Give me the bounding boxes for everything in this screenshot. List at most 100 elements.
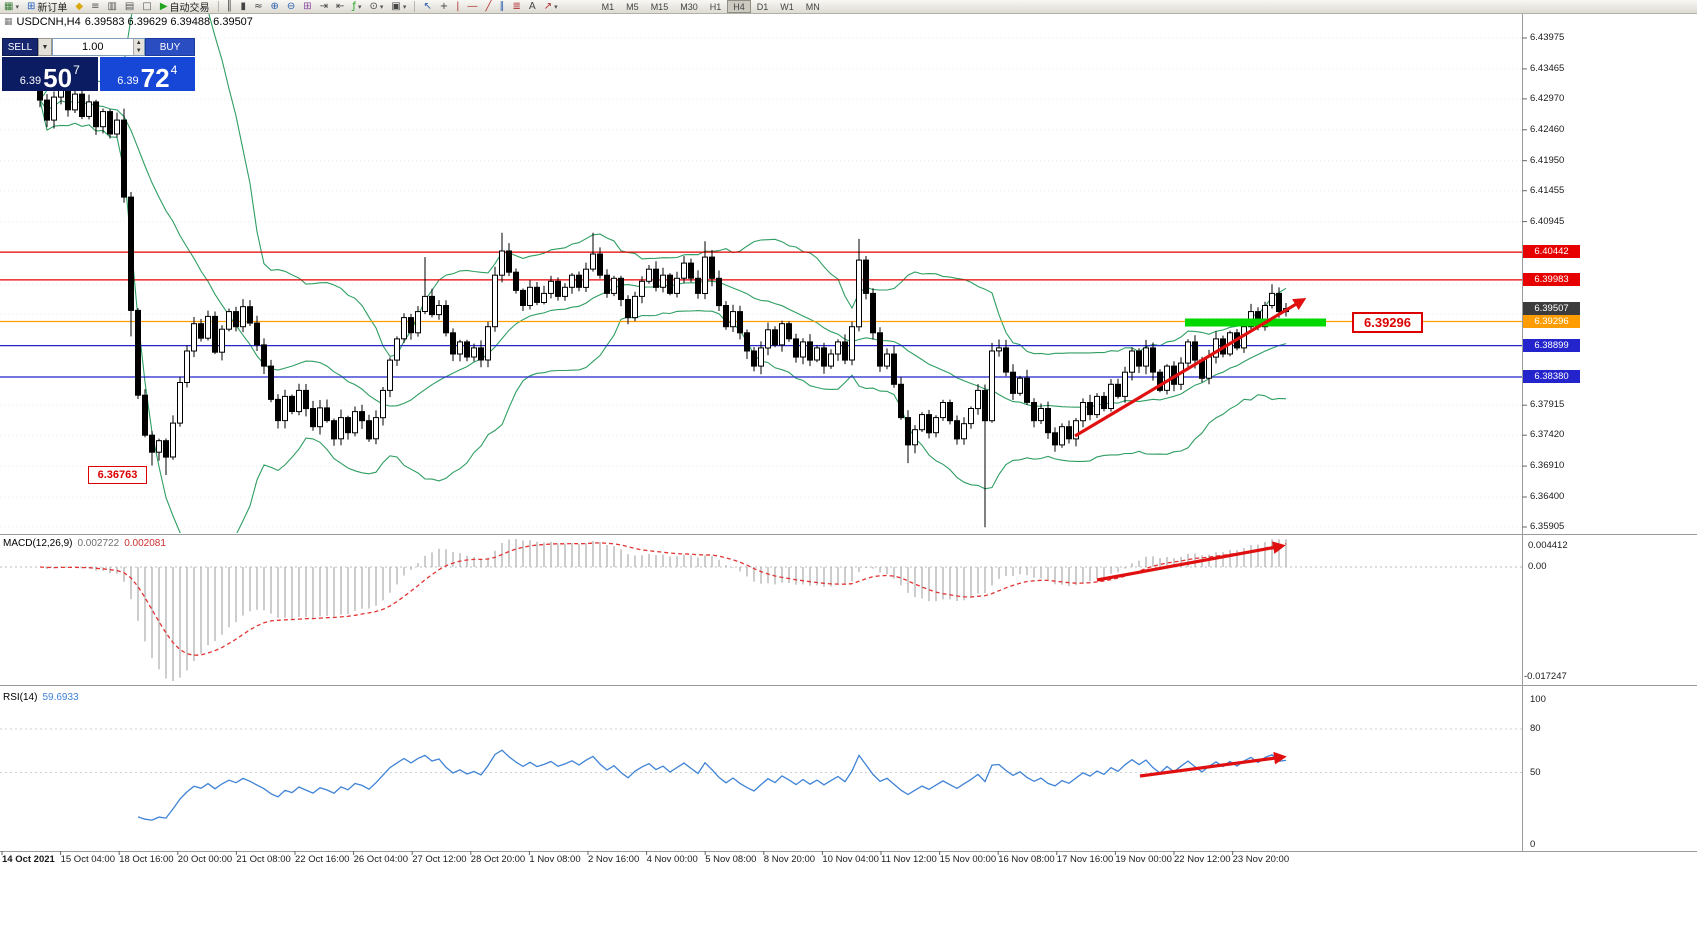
candle-body — [177, 382, 183, 424]
candle-body — [1157, 371, 1163, 391]
new-chart-button[interactable]: ▦ ▾ — [1, 0, 22, 13]
timeframe-m15-button[interactable]: M15 — [650, 2, 669, 12]
data-window-button[interactable]: ▥ — [104, 0, 119, 13]
candle-body — [646, 268, 652, 282]
candle-body — [436, 305, 442, 316]
fibonacci-tool-button[interactable]: ≣ — [510, 0, 524, 13]
volume-input[interactable] — [53, 39, 133, 55]
candle-body — [373, 417, 379, 440]
sell-price-panel[interactable]: 6.39 50 7 — [2, 57, 98, 91]
trendline-tool-button[interactable]: ╱ — [482, 0, 494, 13]
candle-body — [856, 259, 862, 328]
candle-body — [835, 341, 841, 355]
terminal-icon: □ — [142, 1, 152, 12]
sell-options-dropdown[interactable]: ▼ — [38, 38, 52, 56]
price-annotation-box[interactable]: 6.39296 — [1352, 312, 1423, 333]
candle-body — [107, 111, 113, 135]
indicators-button[interactable]: ƒ ▾ — [349, 0, 364, 13]
zoom-out-button[interactable]: ⊖ — [284, 0, 298, 13]
timeframe-d1-button[interactable]: D1 — [756, 2, 769, 12]
sell-price-base: 6.39 — [19, 75, 42, 87]
trend-arrow[interactable] — [1096, 541, 1286, 582]
candle-body — [674, 277, 680, 294]
auto-scroll-button[interactable]: ⇥ — [317, 0, 331, 13]
candle-body — [968, 408, 974, 425]
new-chart-button-dropdown[interactable]: ▾ — [15, 3, 19, 11]
templates-button[interactable]: ▣ ▾ — [388, 0, 409, 13]
price-annotation-box[interactable]: 6.36763 — [88, 466, 147, 484]
chart-canvas[interactable] — [0, 14, 1697, 937]
candle-body — [744, 332, 750, 352]
line-chart-mode-button[interactable]: ≈ — [251, 0, 265, 13]
candle-body — [590, 253, 596, 270]
data-window-icon: ▥ — [107, 1, 117, 12]
candle-body — [898, 383, 904, 419]
candle-body — [212, 315, 218, 353]
arrows-tool-button[interactable]: ↗ ▾ — [541, 0, 561, 13]
templates-button-dropdown[interactable]: ▾ — [402, 3, 407, 11]
vertical-line-tool-button[interactable]: | — [453, 0, 462, 13]
candle-body — [457, 341, 463, 355]
text-tool-icon: A — [528, 1, 536, 12]
candle-body — [254, 322, 260, 346]
volume-spin-up-icon[interactable]: ▲ — [133, 39, 144, 47]
candle-body — [1129, 350, 1135, 373]
candle-body — [268, 365, 274, 400]
candle-body — [135, 309, 141, 396]
horizontal-line-tool-button[interactable]: ― — [464, 0, 480, 13]
zoom-in-button[interactable]: ⊕ — [267, 0, 281, 13]
volume-spinner[interactable]: ▲ ▼ — [132, 39, 144, 55]
chart-shift-button[interactable]: ⇤ — [333, 0, 347, 13]
timeframe-h4-button[interactable]: H4 — [727, 0, 751, 13]
candle-body — [954, 420, 960, 440]
periods-button[interactable]: ⊙ ▾ — [366, 0, 386, 13]
periods-button-dropdown[interactable]: ▾ — [379, 3, 384, 11]
timeframe-w1-button[interactable]: W1 — [780, 2, 794, 12]
trend-arrow[interactable] — [1074, 298, 1307, 438]
buy-price-pips: 72 — [140, 63, 170, 93]
candle-body — [1024, 377, 1030, 403]
text-tool-button[interactable]: A — [526, 0, 539, 13]
autotrading-button[interactable]: ▶ 自动交易 — [157, 0, 213, 14]
candle-body — [870, 292, 876, 334]
candle-body — [149, 434, 155, 453]
candle-body — [51, 96, 57, 121]
timeframe-mn-button[interactable]: MN — [805, 2, 820, 12]
metaeditor-button[interactable]: ◆ — [72, 0, 86, 13]
candle-body — [44, 99, 50, 121]
candlestick-mode-button[interactable]: ▮ — [238, 0, 250, 13]
macd-histogram — [46, 539, 1287, 681]
channel-tool-button[interactable]: ∥ — [497, 0, 508, 13]
crosshair-tool-button[interactable]: + — [437, 0, 451, 13]
trend-arrow[interactable] — [1139, 751, 1287, 778]
timeframe-m30-button[interactable]: M30 — [680, 2, 698, 12]
candle-body — [940, 402, 946, 419]
sell-price-point: 7 — [73, 63, 80, 77]
candle-body — [926, 414, 932, 434]
buy-price-panel[interactable]: 6.39 72 4 — [99, 57, 195, 93]
terminal-button[interactable]: □ — [139, 0, 154, 13]
candle-body — [163, 440, 169, 458]
bar-chart-mode-button[interactable]: ║ — [224, 0, 236, 13]
navigator-button[interactable]: ▤ — [122, 0, 137, 13]
candle-body — [982, 389, 988, 422]
candle-body — [660, 274, 666, 288]
candle-body — [779, 323, 785, 346]
new-order-button[interactable]: ⊞ 新订单 — [24, 0, 70, 14]
tile-windows-button[interactable]: ⊞ — [300, 0, 314, 13]
buy-button[interactable]: BUY — [145, 38, 195, 56]
candle-body — [366, 420, 372, 440]
volume-spin-down-icon[interactable]: ▼ — [133, 47, 144, 55]
timeframe-m5-button[interactable]: M5 — [626, 2, 639, 12]
cursor-tool-button[interactable]: ↖ — [420, 0, 434, 13]
candle-body — [709, 256, 715, 279]
timeframe-m1-button[interactable]: M1 — [601, 2, 615, 12]
candle-body — [786, 323, 792, 340]
arrows-tool-button-dropdown[interactable]: ▾ — [554, 3, 558, 11]
timeframe-h1-button[interactable]: H1 — [709, 2, 722, 12]
market-watch-button[interactable]: ≡ — [88, 0, 102, 13]
candle-body — [324, 407, 330, 422]
candle-body — [1031, 402, 1037, 422]
sell-button[interactable]: SELL — [2, 38, 38, 56]
indicators-button-dropdown[interactable]: ▾ — [357, 3, 362, 11]
